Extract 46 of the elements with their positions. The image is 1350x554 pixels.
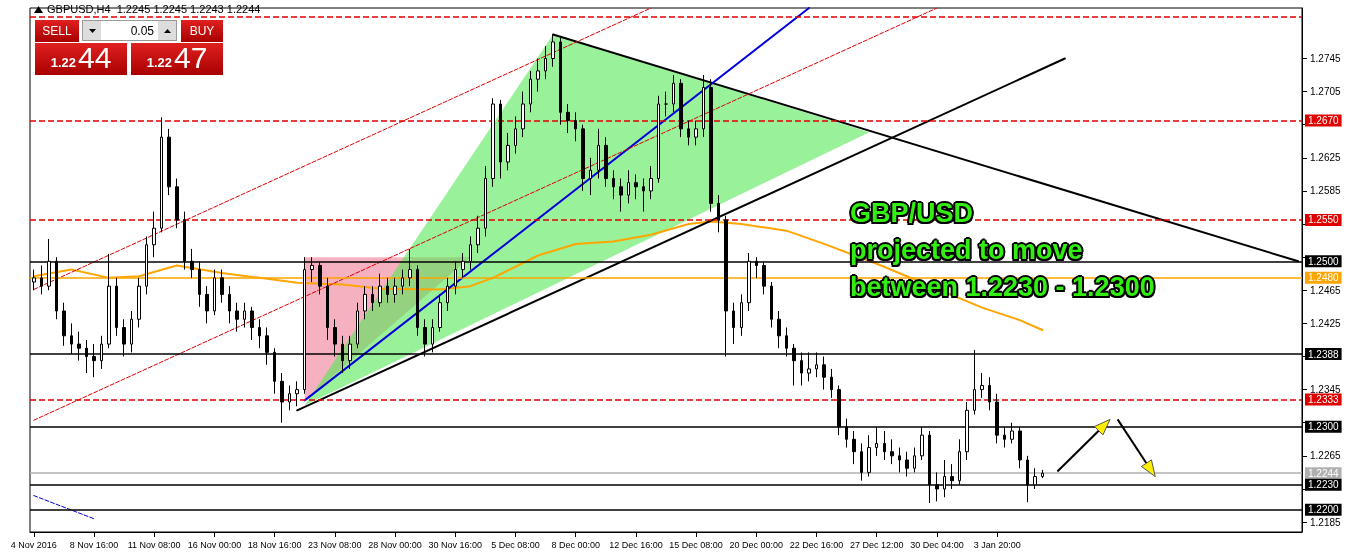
- ref-line-label: 1.2300: [1308, 421, 1340, 433]
- lot-size-field: 0.05: [82, 20, 177, 41]
- y-tick-label: 1.2345: [1310, 384, 1342, 396]
- annotation: 0.05: [129, 23, 155, 38]
- annotation: projected to move: [850, 234, 1084, 267]
- annotation: 1.22: [50, 55, 76, 72]
- y-tick-label: 1.2585: [1310, 185, 1342, 197]
- ref-line-label: 1.2333: [1308, 394, 1340, 406]
- chart-title: GBPUSD,H4 1.2245 1.2245 1.2243 1.2244: [47, 3, 261, 15]
- x-tick-label: 4 Nov 2016: [10, 539, 57, 550]
- ref-line-label: 1.2500: [1308, 255, 1340, 267]
- y-tick-label: 1.2185: [1310, 516, 1342, 528]
- buy-button: BUY: [180, 19, 224, 43]
- x-tick-label: 27 Dec 12:00: [849, 539, 904, 550]
- x-tick-label: 30 Dec 04:00: [910, 539, 964, 550]
- y-tick-label: 1.2625: [1310, 152, 1342, 164]
- annotation: 1.22: [146, 55, 172, 72]
- annotation: 47: [173, 41, 208, 75]
- x-tick-label: 16 Nov 00:00: [187, 539, 242, 550]
- y-tick-label: 1.2465: [1310, 284, 1342, 296]
- x-tick-label: 12 Dec 16:00: [609, 539, 663, 550]
- ref-line-label: 1.2230: [1308, 479, 1340, 491]
- x-tick-label: 18 Nov 16:00: [247, 539, 302, 550]
- sell-button: SELL: [34, 19, 80, 43]
- x-tick-label: 8 Dec 00:00: [551, 539, 600, 550]
- annotation: 44: [77, 41, 112, 75]
- y-tick-label: 1.2425: [1310, 317, 1342, 329]
- x-tick-label: 30 Nov 16:00: [428, 539, 483, 550]
- x-tick-label: 22 Dec 16:00: [789, 539, 844, 550]
- x-tick-label: 8 Nov 16:00: [69, 539, 119, 550]
- ref-line-label: 1.2480: [1308, 272, 1340, 284]
- y-tick-label: 1.2265: [1310, 450, 1342, 462]
- ref-line-label: 1.2244: [1308, 467, 1340, 479]
- y-tick-label: 1.2705: [1310, 86, 1342, 98]
- ref-line-label: 1.2388: [1308, 348, 1340, 360]
- ref-line-label: 1.2670: [1308, 115, 1340, 127]
- ref-line-label: 1.2200: [1308, 504, 1340, 516]
- x-tick-label: 28 Nov 00:00: [368, 539, 422, 550]
- x-tick-label: 5 Dec 08:00: [491, 539, 540, 550]
- x-tick-label: 15 Dec 08:00: [669, 539, 723, 550]
- ref-line-label: 1.2550: [1308, 214, 1340, 226]
- x-tick-label: 23 Nov 08:00: [308, 539, 362, 550]
- x-tick-label: 3 Jan 20:00: [973, 539, 1021, 550]
- y-tick-label: 1.2745: [1310, 53, 1342, 64]
- x-tick-label: 11 Nov 08:00: [127, 539, 181, 550]
- x-tick-label: 20 Dec 00:00: [729, 539, 784, 550]
